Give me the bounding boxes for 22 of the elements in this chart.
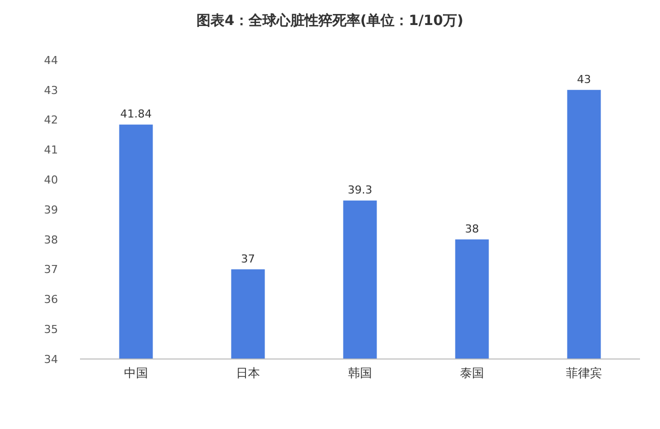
data-label: 39.3	[348, 184, 372, 197]
y-tick-label: 42	[44, 114, 58, 127]
x-tick-label: 泰国	[460, 366, 484, 380]
y-tick-label: 40	[44, 173, 58, 186]
x-tick-label: 中国	[124, 366, 148, 380]
y-tick-label: 35	[44, 322, 58, 336]
y-tick-label: 36	[44, 293, 58, 306]
y-tick-label: 43	[44, 84, 58, 97]
y-tick-label: 38	[44, 233, 58, 246]
data-label: 37	[241, 252, 255, 266]
y-tick-label: 34	[44, 352, 58, 366]
data-label: 41.84	[120, 108, 152, 121]
data-label: 38	[465, 222, 479, 236]
y-tick-label: 37	[44, 263, 58, 276]
y-tick-label: 39	[44, 203, 58, 216]
data-label: 43	[577, 72, 591, 86]
x-tick-label: 日本	[236, 366, 260, 380]
x-tick-label: 韩国	[348, 366, 372, 380]
y-tick-label: 41	[44, 144, 58, 157]
chart-title: 图表4：全球心脏性猝死率(单位：1/10万)	[196, 12, 464, 29]
y-tick-label: 44	[44, 54, 58, 67]
x-tick-label: 菲律宾	[566, 366, 602, 380]
